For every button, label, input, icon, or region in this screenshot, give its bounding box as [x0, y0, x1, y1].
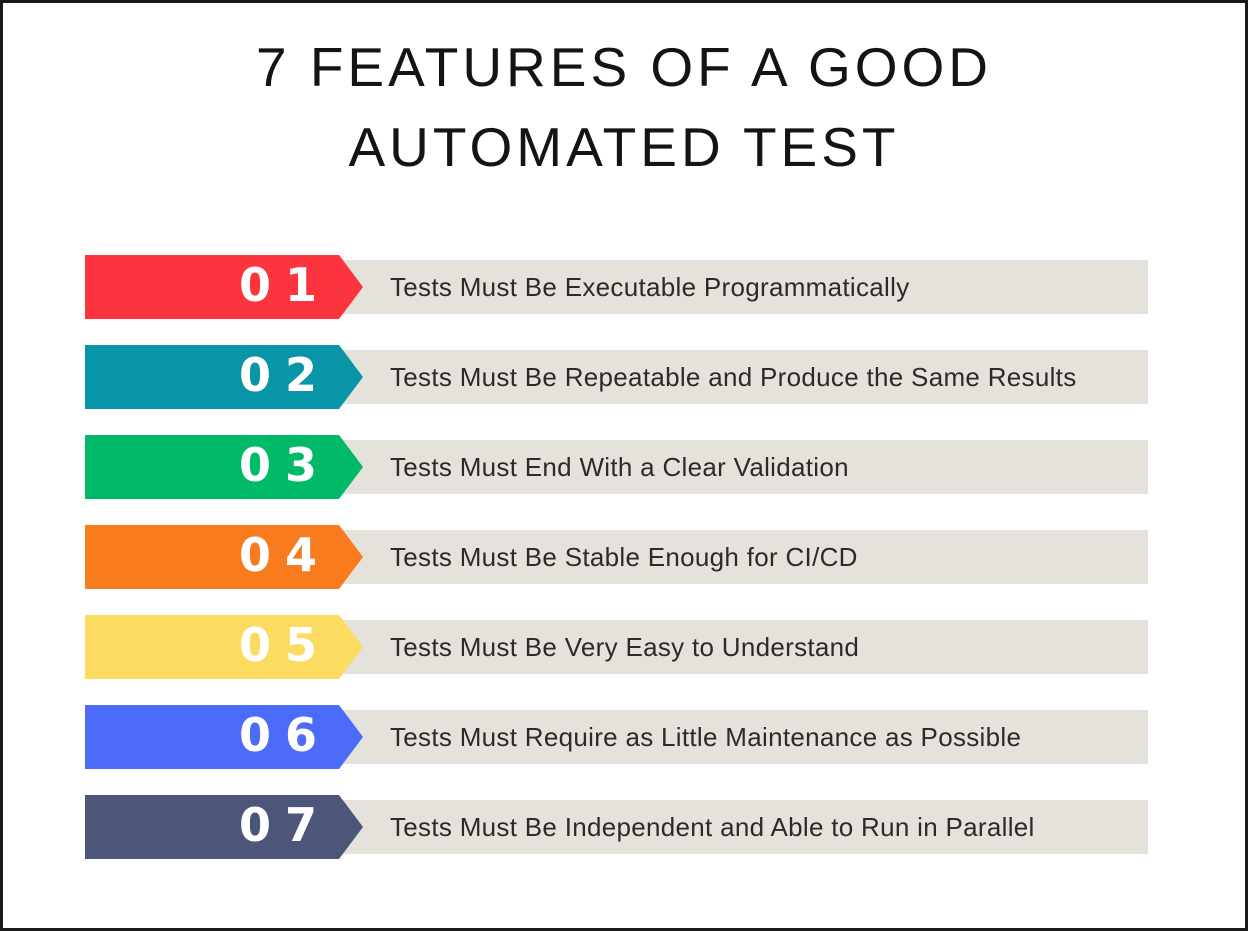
feature-row: 05 Tests Must Be Very Easy to Understand: [3, 615, 1245, 679]
feature-row: 04 Tests Must Be Stable Enough for CI/CD: [3, 525, 1245, 589]
page-title: 7 FEATURES OF A GOOD AUTOMATED TEST: [3, 27, 1245, 187]
page-title-line-2: AUTOMATED TEST: [348, 116, 900, 178]
feature-number-banner: 06: [85, 705, 363, 769]
feature-label: Tests Must Require as Little Maintenance…: [390, 721, 1022, 752]
feature-number-banner: 03: [85, 435, 363, 499]
feature-row: 01 Tests Must Be Executable Programmatic…: [3, 255, 1245, 319]
feature-number-banner: 01: [85, 255, 363, 319]
feature-label: Tests Must End With a Clear Validation: [390, 451, 849, 482]
feature-row: 02 Tests Must Be Repeatable and Produce …: [3, 345, 1245, 409]
feature-number-banner: 07: [85, 795, 363, 859]
feature-number-banner: 02: [85, 345, 363, 409]
feature-row: 06 Tests Must Require as Little Maintena…: [3, 705, 1245, 769]
feature-number: 03: [238, 438, 331, 492]
feature-number: 04: [238, 528, 331, 582]
feature-number: 02: [238, 348, 331, 402]
feature-list: 01 Tests Must Be Executable Programmatic…: [3, 255, 1245, 885]
feature-label: Tests Must Be Very Easy to Understand: [390, 631, 860, 662]
feature-number: 07: [238, 798, 331, 852]
feature-number: 01: [238, 258, 331, 312]
feature-number-banner: 04: [85, 525, 363, 589]
feature-label: Tests Must Be Stable Enough for CI/CD: [390, 541, 858, 572]
feature-label: Tests Must Be Repeatable and Produce the…: [390, 361, 1077, 392]
feature-number: 06: [238, 708, 331, 762]
feature-row: 07 Tests Must Be Independent and Able to…: [3, 795, 1245, 859]
feature-number-banner: 05: [85, 615, 363, 679]
feature-label: Tests Must Be Independent and Able to Ru…: [390, 811, 1035, 842]
feature-number: 05: [238, 618, 331, 672]
page-title-line-1: 7 FEATURES OF A GOOD: [255, 36, 993, 98]
feature-row: 03 Tests Must End With a Clear Validatio…: [3, 435, 1245, 499]
feature-label: Tests Must Be Executable Programmaticall…: [390, 271, 910, 302]
